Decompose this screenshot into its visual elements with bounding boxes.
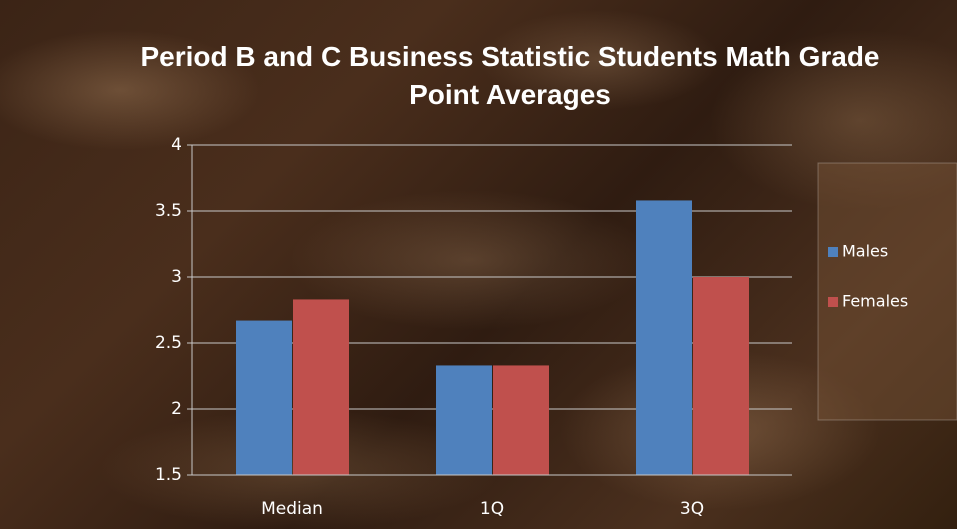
- x-tick-label: 1Q: [480, 499, 504, 519]
- y-tick-label: 1.5: [155, 465, 182, 485]
- y-tick-label: 2: [171, 399, 182, 419]
- bar: [493, 365, 549, 475]
- chart-title: Period B and C Business Statistic Studen…: [140, 41, 880, 110]
- y-tick-label: 3.5: [155, 201, 182, 221]
- bar: [293, 299, 349, 475]
- bar: [693, 277, 749, 475]
- legend-swatch: [828, 297, 838, 307]
- bar: [236, 320, 292, 475]
- x-tick-label: 3Q: [680, 499, 704, 519]
- legend-box: [817, 162, 957, 421]
- bar: [436, 365, 492, 475]
- legend-swatch: [828, 247, 838, 257]
- y-tick-label: 2.5: [155, 333, 182, 353]
- legend-label: Males: [842, 242, 888, 261]
- bar: [636, 200, 692, 475]
- y-tick-label: 3: [171, 267, 182, 287]
- legend-label: Females: [842, 292, 908, 311]
- x-tick-label: Median: [261, 499, 323, 519]
- y-tick-label: 4: [171, 135, 182, 155]
